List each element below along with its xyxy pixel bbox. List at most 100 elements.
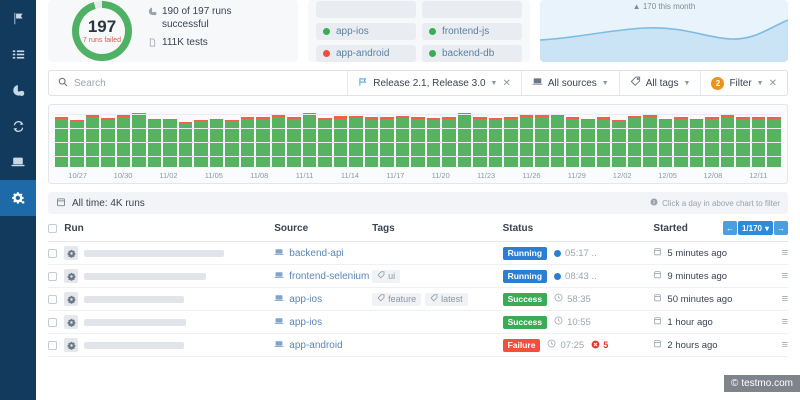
chart-bar[interactable] xyxy=(457,110,472,167)
row-select-cell[interactable] xyxy=(48,333,65,357)
release-filter[interactable]: Release 2.1, Release 3.0 ▼ ✕ xyxy=(347,71,521,95)
chart-bar[interactable] xyxy=(519,110,534,167)
source-cell[interactable]: backend-api xyxy=(274,241,373,265)
chart-bar[interactable] xyxy=(364,110,379,167)
row-checkbox[interactable] xyxy=(48,340,57,350)
close-icon[interactable]: ✕ xyxy=(502,77,511,89)
chart-bar[interactable] xyxy=(674,110,688,167)
runs-bar-chart[interactable]: 10/27 10/30 11/02 11/05 11/08 11/11 11/14 11/17… xyxy=(48,104,788,184)
chart-bar[interactable] xyxy=(565,110,580,167)
chart-bar[interactable] xyxy=(132,110,146,167)
chart-bar[interactable] xyxy=(442,110,456,167)
chart-bar[interactable] xyxy=(612,110,626,167)
chart-bar[interactable] xyxy=(116,110,131,167)
next-page-button[interactable]: → xyxy=(774,221,788,235)
chart-bar[interactable] xyxy=(473,110,487,167)
chart-bar[interactable] xyxy=(488,110,503,167)
tag-chip[interactable]: feature xyxy=(372,292,422,306)
chart-bar[interactable] xyxy=(194,110,208,167)
sidebar-item-settings[interactable] xyxy=(0,180,36,216)
chart-bar[interactable] xyxy=(225,110,239,167)
chart-bar[interactable] xyxy=(705,110,719,167)
chart-bar[interactable] xyxy=(767,110,781,167)
legend-item-backend-db[interactable]: backend-db xyxy=(422,44,522,62)
chevron-down-icon[interactable]: ▼ xyxy=(683,79,691,87)
row-select-cell[interactable] xyxy=(48,310,65,334)
run-cell[interactable] xyxy=(64,264,275,288)
sidebar-item-milestones[interactable] xyxy=(0,0,36,36)
table-row[interactable]: frontend-selenium ui Running 08:43 .. 9 minu… xyxy=(48,264,788,288)
chart-bar[interactable] xyxy=(504,110,518,167)
chart-bar[interactable] xyxy=(271,110,286,167)
legend-item-app-ios[interactable]: app-ios xyxy=(316,22,416,40)
legend-item[interactable] xyxy=(422,0,522,18)
chart-bar[interactable] xyxy=(426,110,441,167)
row-checkbox[interactable] xyxy=(48,248,57,258)
chart-bar[interactable] xyxy=(333,110,348,167)
table-row[interactable]: app-ios Success 10:55 1 hour ago ≡ xyxy=(48,310,788,334)
source-cell[interactable]: app-ios xyxy=(274,287,373,311)
select-all-checkbox[interactable] xyxy=(48,223,57,233)
chart-bar[interactable] xyxy=(85,110,100,167)
chart-bar[interactable] xyxy=(581,110,595,167)
source-cell[interactable]: app-ios xyxy=(274,310,373,334)
filter-button[interactable]: 2 Filter ▼ ✕ xyxy=(700,71,787,95)
chart-bar[interactable] xyxy=(658,110,673,167)
run-config-icon[interactable] xyxy=(64,338,79,352)
chart-bar[interactable] xyxy=(256,110,270,167)
row-checkbox[interactable] xyxy=(48,317,57,327)
chart-bar[interactable] xyxy=(70,110,84,167)
chart-bar[interactable] xyxy=(302,110,317,167)
chart-bar[interactable] xyxy=(380,110,394,167)
chart-bar[interactable] xyxy=(163,110,177,167)
chart-bar[interactable] xyxy=(178,110,193,167)
row-checkbox[interactable] xyxy=(48,294,57,304)
source-cell[interactable]: frontend-selenium xyxy=(274,264,373,288)
tags-filter[interactable]: All tags ▼ xyxy=(618,71,701,95)
row-select-cell[interactable] xyxy=(48,287,65,311)
legend-item[interactable] xyxy=(316,0,416,18)
row-select-cell[interactable] xyxy=(48,241,65,265)
row-menu-button[interactable]: ≡ xyxy=(765,264,788,288)
search-input[interactable] xyxy=(74,77,339,89)
chart-bar[interactable] xyxy=(101,110,115,167)
chart-bar[interactable] xyxy=(643,110,657,167)
legend-item-app-android[interactable]: app-android xyxy=(316,44,416,62)
sidebar-item-reports[interactable] xyxy=(0,72,36,108)
sidebar-item-test-cases[interactable] xyxy=(0,36,36,72)
tag-chip[interactable]: latest xyxy=(425,292,468,306)
chart-bar[interactable] xyxy=(596,110,611,167)
row-menu-button[interactable]: ≡ xyxy=(765,310,788,334)
chevron-down-icon[interactable]: ▼ xyxy=(601,79,609,87)
chart-bar[interactable] xyxy=(627,110,642,167)
legend-item-frontend-js[interactable]: frontend-js xyxy=(422,22,522,40)
chart-bar[interactable] xyxy=(209,110,224,167)
chart-bar[interactable] xyxy=(720,110,735,167)
search-field[interactable] xyxy=(49,71,347,95)
table-row[interactable]: backend-api Running 05:17 .. 5 minutes ago ≡ xyxy=(48,241,788,265)
page-indicator[interactable]: 1/170 ▾ xyxy=(737,221,773,235)
table-row[interactable]: app-android Failure 07:25 5 2 hours ago ≡ xyxy=(48,333,788,357)
run-config-icon[interactable] xyxy=(64,315,79,329)
sources-filter[interactable]: All sources ▼ xyxy=(520,71,619,95)
chart-bar[interactable] xyxy=(395,110,410,167)
col-run[interactable]: Run xyxy=(64,214,275,242)
chart-bar[interactable] xyxy=(240,110,255,167)
sidebar-item-runs[interactable] xyxy=(0,108,36,144)
row-select-cell[interactable] xyxy=(48,264,65,288)
run-cell[interactable] xyxy=(64,241,275,265)
row-checkbox[interactable] xyxy=(48,271,57,281)
chart-bar[interactable] xyxy=(689,110,704,167)
row-menu-button[interactable]: ≡ xyxy=(765,241,788,265)
run-config-icon[interactable] xyxy=(64,269,79,283)
chart-bar[interactable] xyxy=(349,110,363,167)
chart-bar[interactable] xyxy=(147,110,162,167)
row-menu-button[interactable]: ≡ xyxy=(765,287,788,311)
chevron-down-icon[interactable]: ▼ xyxy=(756,79,764,87)
col-source[interactable]: Source xyxy=(274,214,373,242)
col-tags[interactable]: Tags xyxy=(372,214,503,242)
table-row[interactable]: app-ios feature latest Success 58:35 50 minut… xyxy=(48,287,788,311)
chart-bar[interactable] xyxy=(736,110,750,167)
chart-bar[interactable] xyxy=(751,110,766,167)
chart-bar[interactable] xyxy=(318,110,332,167)
